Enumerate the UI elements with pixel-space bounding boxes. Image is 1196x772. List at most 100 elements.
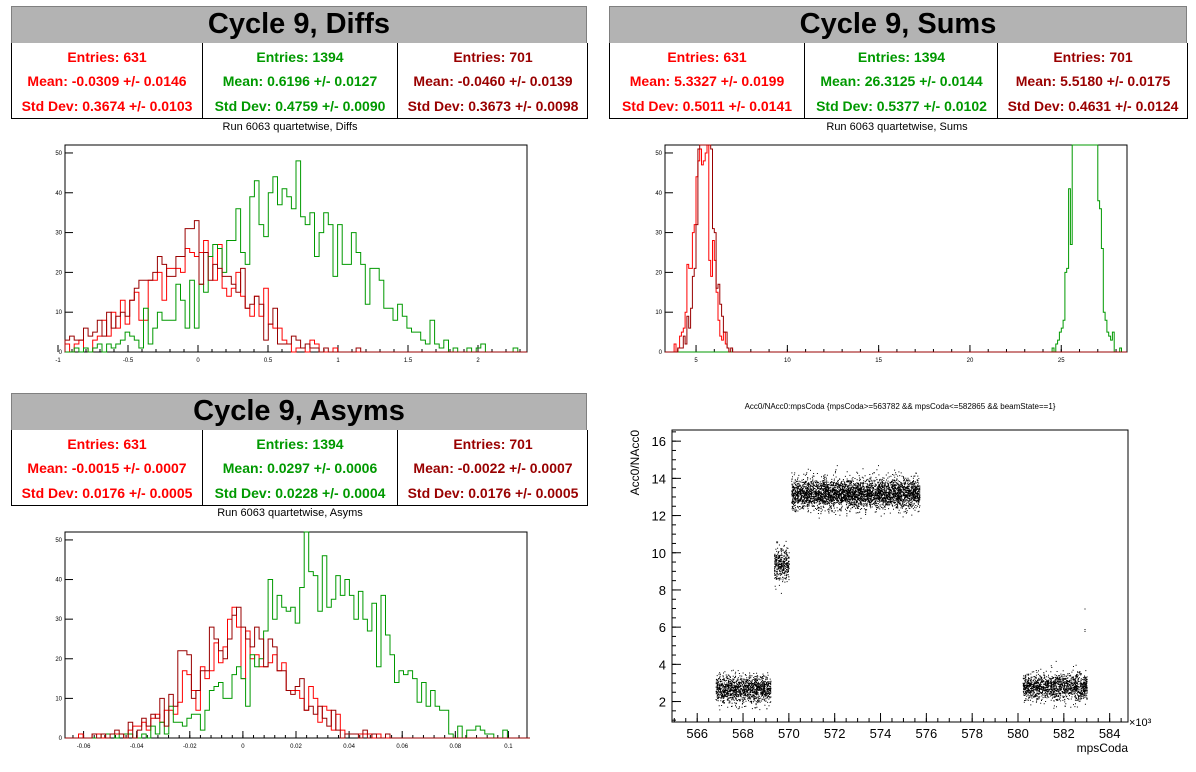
x-tick-label: 0 (241, 744, 245, 750)
x-tick-label: -0.5 (123, 358, 134, 364)
plot-frame (64, 531, 528, 739)
y-tick-label: 2 (659, 695, 666, 710)
stat-stddev: Std Dev: 0.4759 +/- 0.0090 (214, 98, 386, 114)
y-axis-label: Acc0/NAcc0 (628, 430, 642, 496)
x-tick-label: -0.02 (183, 744, 197, 750)
x-tick-label: 0.04 (343, 744, 355, 750)
diffs-subtitle: Run 6063 quartetwise, Diffs (222, 121, 358, 133)
stat-mean: Mean: -0.0309 +/- 0.0146 (27, 73, 187, 89)
histogram-1: 0 10 20 30 40 50 5 10 15 20 25 (655, 144, 1128, 364)
sums-stats-red: Entries: 631 Mean: 5.3327 +/- 0.0199 Std… (610, 43, 804, 118)
stat-mean: Mean: 0.0297 +/- 0.0006 (222, 460, 378, 476)
x-tick-label: 578 (961, 726, 983, 741)
y-tick-label: 50 (655, 151, 662, 157)
y-tick-label: 10 (652, 546, 666, 561)
y-tick-label: 10 (55, 310, 62, 316)
y-tick-label: 20 (55, 270, 62, 276)
stat-entries: Entries: 1394 (256, 436, 344, 452)
histogram-2: 0 10 20 30 40 50 -0.06 -0.04 -0.02 0 0.02 0.04 0.06 0… (55, 531, 530, 750)
x-tick-label: 574 (870, 726, 892, 741)
diffs-stats-green: Entries: 1394 Mean: 0.6196 +/- 0.0127 St… (202, 43, 397, 118)
x-tick-label: 580 (1007, 726, 1029, 741)
stat-stddev: Std Dev: 0.3673 +/- 0.0098 (407, 98, 579, 114)
scatter-plot: 566 568 570 572 574 576 578 580 582 584 2 4 6 8 10 12 14… (628, 429, 1152, 755)
hist-series-1 (665, 144, 1127, 353)
y-tick-label: 4 (659, 657, 666, 672)
y-tick-label: 20 (55, 657, 62, 663)
asyms-stats-green: Entries: 1394 Mean: 0.0297 +/- 0.0006 St… (202, 430, 397, 505)
y-tick-label: 30 (55, 617, 62, 623)
stat-stddev: Std Dev: 0.0176 +/- 0.0005 (407, 485, 579, 501)
y-tick-label: 40 (55, 191, 62, 197)
stat-mean: Mean: 5.5180 +/- 0.0175 (1015, 73, 1171, 89)
hist-series-1 (65, 531, 530, 739)
y-tick-label: 50 (55, 538, 62, 544)
y-tick-label: 0 (59, 736, 63, 742)
hist-series-0 (665, 144, 1127, 353)
x-tick-label: 1.5 (404, 358, 413, 364)
asyms-stats-red: Entries: 631 Mean: -0.0015 +/- 0.0007 St… (12, 430, 202, 505)
hist-series-2 (65, 606, 530, 739)
x-tick-label: 15 (875, 358, 882, 364)
y-tick-label: 12 (652, 509, 666, 524)
stat-mean: Mean: -0.0460 +/- 0.0139 (413, 73, 573, 89)
x-tick-label: 2 (476, 358, 480, 364)
asyms-stats-darkred: Entries: 701 Mean: -0.0022 +/- 0.0007 St… (397, 430, 588, 505)
y-tick-label: 0 (59, 350, 63, 356)
x-tick-label: -0.06 (77, 744, 91, 750)
diffs-stats-red: Entries: 631 Mean: -0.0309 +/- 0.0146 St… (12, 43, 202, 118)
y-tick-label: 6 (659, 620, 666, 635)
x-multiplier-label: ×10³ (1129, 717, 1152, 729)
y-tick-label: 0 (659, 350, 663, 356)
scatter-points (715, 465, 1088, 711)
stat-mean: Mean: -0.0015 +/- 0.0007 (27, 460, 187, 476)
x-tick-label: 572 (824, 726, 846, 741)
stat-entries: Entries: 631 (67, 49, 147, 65)
diffs-stats-darkred: Entries: 701 Mean: -0.0460 +/- 0.0139 St… (397, 43, 588, 118)
hist-series-1 (65, 160, 527, 353)
y-tick-label: 30 (55, 231, 62, 237)
scatter-title: Acc0/NAcc0:mpsCoda {mpsCoda>=563782 && m… (744, 402, 1056, 411)
y-tick-label: 10 (55, 696, 62, 702)
stat-mean: Mean: -0.0022 +/- 0.0007 (413, 460, 573, 476)
stat-stddev: Std Dev: 0.0176 +/- 0.0005 (21, 485, 193, 501)
sums-stats-darkred: Entries: 701 Mean: 5.5180 +/- 0.0175 Std… (997, 43, 1188, 118)
x-tick-label: 0 (196, 358, 200, 364)
x-tick-label: 0.02 (290, 744, 302, 750)
y-tick-label: 10 (655, 310, 662, 316)
diffs-stats-box: Entries: 631 Mean: -0.0309 +/- 0.0146 St… (11, 43, 588, 119)
hist-series-2 (64, 220, 527, 353)
y-tick-label: 14 (652, 471, 666, 486)
x-tick-label: 570 (778, 726, 800, 741)
y-tick-label: 50 (55, 151, 62, 157)
x-tick-label: 5 (694, 358, 698, 364)
stat-stddev: Std Dev: 0.5377 +/- 0.0102 (816, 98, 987, 114)
diffs-title: Cycle 9, Diffs (11, 6, 587, 44)
x-tick-label: 584 (1099, 726, 1121, 741)
y-tick-label: 20 (655, 270, 662, 276)
stat-entries: Entries: 701 (1053, 49, 1133, 65)
stat-stddev: Std Dev: 0.3674 +/- 0.0103 (21, 98, 193, 114)
histogram-0: 0 10 20 30 40 50 -1 -0.5 0 0.5 1 1.5 2 (55, 144, 528, 364)
stat-mean: Mean: 26.3125 +/- 0.0144 (820, 73, 983, 89)
y-tick-label: 40 (655, 191, 662, 197)
sums-title: Cycle 9, Sums (609, 6, 1187, 44)
sums-stats-box: Entries: 631 Mean: 5.3327 +/- 0.0199 Std… (609, 43, 1188, 119)
stat-entries: Entries: 701 (453, 436, 533, 452)
x-tick-label: 576 (916, 726, 938, 741)
stat-stddev: Std Dev: 0.5011 +/- 0.0141 (621, 98, 793, 114)
x-tick-label: 0.5 (264, 358, 273, 364)
stat-entries: Entries: 701 (453, 49, 533, 65)
y-tick-label: 30 (655, 231, 662, 237)
x-tick-label: 582 (1053, 726, 1075, 741)
stat-entries: Entries: 631 (67, 436, 147, 452)
stat-stddev: Std Dev: 0.4631 +/- 0.0124 (1007, 98, 1179, 114)
plot-frame (671, 429, 1129, 723)
x-tick-label: 20 (967, 358, 974, 364)
x-tick-label: 25 (1058, 358, 1065, 364)
stat-entries: Entries: 1394 (256, 49, 344, 65)
stat-entries: Entries: 631 (667, 49, 747, 65)
x-tick-label: 0.06 (396, 744, 408, 750)
sums-stats-green: Entries: 1394 Mean: 26.3125 +/- 0.0144 S… (804, 43, 998, 118)
